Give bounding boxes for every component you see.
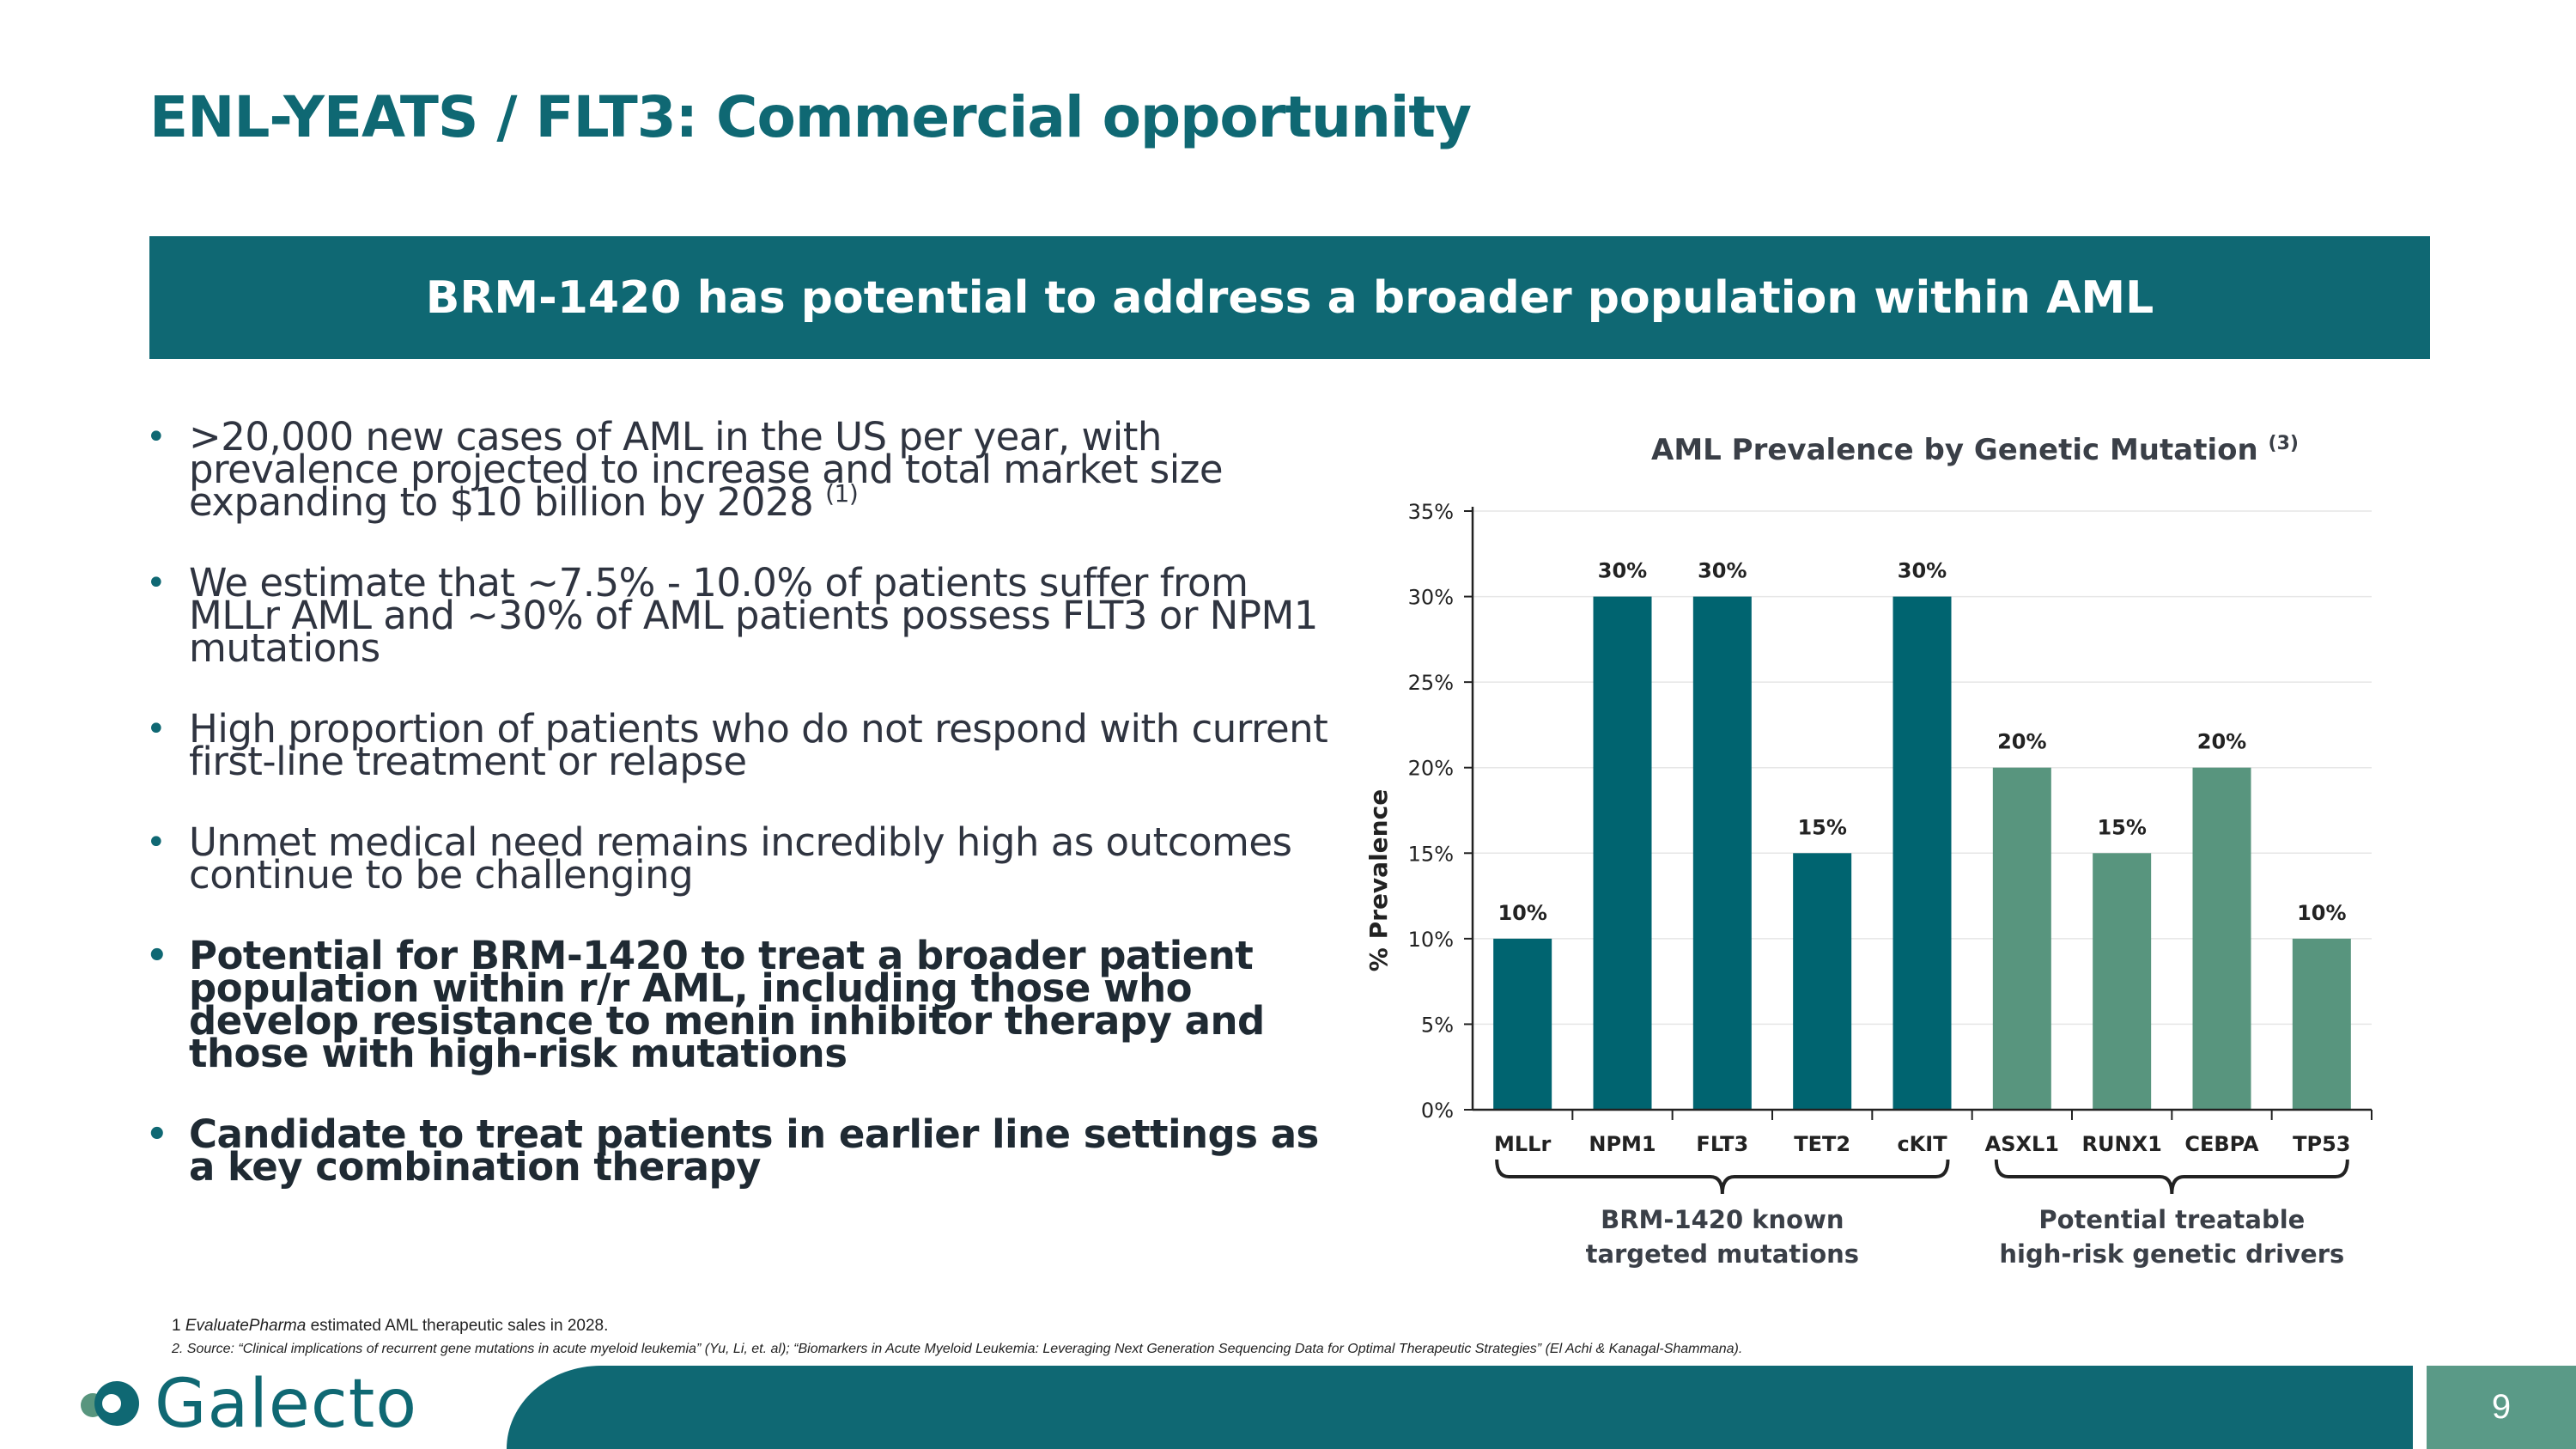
page-number: 9 xyxy=(2427,1366,2576,1449)
bullet-dot-icon: • xyxy=(146,709,167,749)
bullet-text: >20,000 new cases of AML in the US per y… xyxy=(189,414,1224,525)
x-tick-label: TP53 xyxy=(2293,1132,2350,1156)
group-brackets: BRM-1420 known targeted mutations Potentia… xyxy=(1495,1159,2349,1269)
bullet-footnote-ref: (1) xyxy=(825,479,859,508)
galecto-logo-icon xyxy=(81,1381,139,1426)
data-label: 30% xyxy=(1698,559,1747,583)
x-tick-label: TET2 xyxy=(1794,1132,1850,1156)
y-tick-label: 30% xyxy=(1408,586,1454,610)
bullet-dot-icon: • xyxy=(146,563,167,603)
data-label: 10% xyxy=(1498,901,1546,925)
bullet-text: Unmet medical need remains incredibly hi… xyxy=(189,819,1292,898)
y-tick-label: 10% xyxy=(1408,928,1454,952)
bullet-item: • >20,000 new cases of AML in the US per… xyxy=(144,417,1346,521)
logo-text: Galecto xyxy=(155,1366,418,1443)
bullet-dot-icon: • xyxy=(146,823,167,862)
group-label: BRM-1420 known xyxy=(1601,1205,1844,1234)
bar-npm1 xyxy=(1593,596,1652,1110)
bar-mllr xyxy=(1493,938,1552,1110)
prevalence-bar-chart: AML Prevalence by Genetic Mutation (3) %… xyxy=(1364,433,2372,1269)
group-label: targeted mutations xyxy=(1586,1239,1859,1269)
data-label: 30% xyxy=(1598,559,1647,583)
y-tick-label: 5% xyxy=(1421,1013,1454,1037)
bar-tp53 xyxy=(2292,938,2351,1110)
data-label: 20% xyxy=(2197,730,2246,754)
y-tick-labels: 0% 5% 10% 15% 20% 25% 30% 35% xyxy=(1408,500,1454,1123)
bar-ckit xyxy=(1893,596,1952,1110)
group-bracket xyxy=(1495,1159,1950,1195)
bar-runx1 xyxy=(2093,853,2152,1110)
bullet-dot-icon: • xyxy=(146,417,167,457)
data-label: 15% xyxy=(2097,815,2146,839)
bullet-dot-icon: • xyxy=(146,1115,168,1154)
footer-band xyxy=(507,1366,2413,1449)
data-label: 10% xyxy=(2297,901,2346,925)
bullet-text: We estimate that ~7.5% - 10.0% of patien… xyxy=(189,560,1318,671)
bullet-item: • Potential for BRM-1420 to treat a broa… xyxy=(144,936,1346,1073)
y-axis-label: % Prevalence xyxy=(1364,789,1393,971)
x-tick-label: RUNX1 xyxy=(2082,1132,2162,1156)
headline-banner: BRM-1420 has potential to address a broa… xyxy=(149,236,2430,359)
y-tick-label: 15% xyxy=(1408,842,1454,866)
y-tick-label: 0% xyxy=(1421,1099,1454,1123)
bullet-dot-icon: • xyxy=(146,936,168,976)
bar-cebpa xyxy=(2192,767,2251,1110)
bullet-text: High proportion of patients who do not r… xyxy=(189,706,1328,784)
company-logo: Galecto xyxy=(76,1366,417,1443)
x-tick-labels: MLLr NPM1 FLT3 TET2 cKIT ASXL1 RUNX1 CEBPA TP53 xyxy=(1494,1132,2351,1156)
bullet-list: • >20,000 new cases of AML in the US per… xyxy=(144,417,1346,1232)
data-label: 15% xyxy=(1797,815,1846,839)
bar-tet2 xyxy=(1793,853,1852,1110)
y-tick-label: 25% xyxy=(1408,671,1454,695)
chart-title-sup: (3) xyxy=(2269,433,2299,454)
footnote-1: 1 EvaluatePharma estimated AML therapeut… xyxy=(172,1317,608,1336)
bar-flt3 xyxy=(1692,596,1752,1110)
y-tick-label: 20% xyxy=(1408,757,1454,781)
x-tick-label: MLLr xyxy=(1494,1132,1551,1156)
bar-asxl1 xyxy=(1992,767,2051,1110)
banner-text: BRM-1420 has potential to address a broa… xyxy=(425,271,2154,324)
footnote-1-source: EvaluatePharma xyxy=(185,1317,307,1335)
x-tick-label: NPM1 xyxy=(1589,1132,1656,1156)
footnote-1-text: estimated AML therapeutic sales in 2028. xyxy=(306,1317,609,1335)
data-label: 20% xyxy=(1997,730,2046,754)
x-tick-label: ASXL1 xyxy=(1985,1132,2059,1156)
data-label: 30% xyxy=(1898,559,1947,583)
bullet-text: Candidate to treat patients in earlier l… xyxy=(189,1111,1319,1190)
group-bracket xyxy=(1994,1159,2349,1195)
bullet-item: • High proportion of patients who do not… xyxy=(144,709,1346,781)
chart-title: AML Prevalence by Genetic Mutation (3) xyxy=(1651,433,2299,467)
data-labels: 10% 30% 30% 15% 30% 20% 15% 20% 10% xyxy=(1498,559,2346,925)
page-title: ENL-YEATS / FLT3: Commercial opportunity xyxy=(149,84,1472,150)
x-tick-label: cKIT xyxy=(1897,1132,1947,1156)
chart-title-text: AML Prevalence by Genetic Mutation xyxy=(1651,433,2258,467)
footnote-2: 2. Source: “Clinical implications of rec… xyxy=(172,1342,1743,1356)
bullet-item: • We estimate that ~7.5% - 10.0% of pati… xyxy=(144,563,1346,667)
x-tick-label: CEBPA xyxy=(2184,1132,2259,1156)
group-label: high-risk genetic drivers xyxy=(1999,1239,2344,1269)
footnote-1-num: 1 xyxy=(172,1317,181,1335)
axes xyxy=(1464,507,2372,1120)
group-label: Potential treatable xyxy=(2038,1205,2305,1234)
x-tick-label: FLT3 xyxy=(1696,1132,1748,1156)
bullet-item: • Candidate to treat patients in earlier… xyxy=(144,1115,1346,1186)
y-tick-label: 35% xyxy=(1408,500,1454,524)
bars xyxy=(1493,596,2351,1110)
bullet-text: Potential for BRM-1420 to treat a broade… xyxy=(189,933,1265,1076)
bullet-item: • Unmet medical need remains incredibly … xyxy=(144,823,1346,894)
